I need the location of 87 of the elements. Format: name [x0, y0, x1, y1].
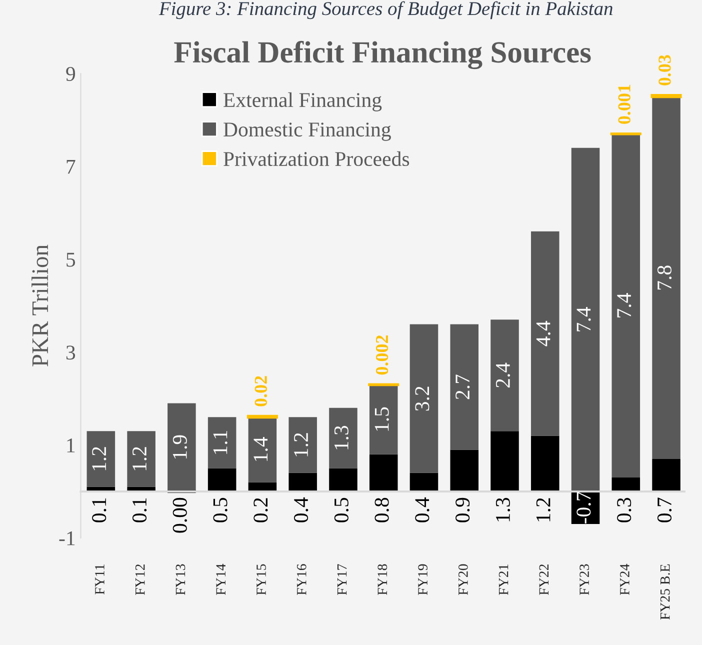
- bar: [369, 384, 398, 454]
- data-label: 0.9: [456, 498, 470, 522]
- bar: [248, 482, 277, 492]
- x-tick-label: FY17: [337, 564, 347, 595]
- bar: [490, 431, 519, 492]
- data-label: 0.5: [334, 498, 349, 522]
- data-label: 7.8: [657, 266, 672, 290]
- bar: [288, 472, 317, 492]
- bar: [248, 417, 277, 482]
- x-tick-label: FY19: [418, 564, 428, 595]
- data-label: 1.1: [213, 430, 228, 454]
- chart-subtitle: Figure 3: Financing Sources of Budget Deficit in Pakistan: [158, 1, 612, 20]
- data-label: 0.03: [658, 55, 671, 86]
- bar: [329, 408, 358, 468]
- bar: [369, 454, 398, 492]
- bar: [530, 231, 560, 436]
- bar: [490, 320, 519, 432]
- data-label: 0.1: [92, 498, 106, 522]
- x-tick-label: FY21: [498, 564, 508, 595]
- bar: [450, 450, 478, 492]
- legend-label: Domestic Financing: [224, 122, 391, 141]
- bar: [612, 478, 640, 492]
- data-label: 1.3: [334, 426, 349, 450]
- data-label: 1.5: [374, 407, 389, 431]
- bar: [329, 468, 358, 492]
- x-tick-label: FY22: [539, 564, 548, 595]
- bar: [450, 324, 478, 450]
- x-tick-label: FY14: [216, 564, 226, 595]
- data-label: 1.9: [172, 435, 187, 459]
- x-tick-label: FY24: [620, 564, 630, 595]
- y-tick-label: 3: [66, 346, 76, 360]
- data-label: 0.8: [374, 498, 389, 522]
- y-tick-label: 1: [67, 438, 75, 452]
- x-tick-label: FY15: [256, 564, 266, 595]
- data-label: 1.4: [254, 437, 268, 461]
- data-label: 7.4: [576, 306, 591, 332]
- y-tick-label: -1: [59, 531, 75, 546]
- bar: [571, 148, 600, 492]
- bar: [168, 403, 196, 492]
- data-label: 2.7: [456, 374, 470, 400]
- chart-title: Fiscal Deficit Financing Sources: [174, 40, 591, 70]
- y-tick-label: 7: [66, 160, 76, 174]
- data-label: 1.2: [294, 433, 308, 456]
- bar: [208, 417, 236, 468]
- bar: [530, 436, 560, 492]
- x-tick-label: FY13: [176, 564, 186, 595]
- data-label: 0.7: [657, 498, 672, 522]
- x-tick-label: FY12: [135, 564, 145, 595]
- data-label: 3.2: [415, 386, 430, 411]
- bar: [612, 134, 640, 478]
- data-label: 1.2: [132, 447, 147, 470]
- y-axis-title: PKR Trillion: [32, 244, 48, 366]
- bar: [410, 472, 438, 492]
- data-label: 0.2: [254, 498, 268, 522]
- x-tick-label: FY16: [296, 564, 306, 595]
- bar: [652, 96, 680, 459]
- data-label: 4.4: [536, 320, 550, 346]
- x-tick-label: FY11: [95, 564, 104, 594]
- bar: [288, 417, 317, 473]
- x-tick-label: FY23: [580, 564, 589, 595]
- data-label: 1.3: [496, 498, 510, 522]
- x-tick-label: FY20: [458, 564, 468, 595]
- legend-label: Privatization Proceeds: [224, 151, 410, 166]
- y-tick-label: 5: [66, 252, 76, 267]
- bar: [127, 431, 156, 487]
- y-tick-label: 9: [66, 66, 76, 81]
- data-label: 0.3: [617, 498, 632, 522]
- data-label: 0.002: [376, 335, 388, 375]
- data-label: 0.001: [618, 84, 630, 124]
- data-label: 0.4: [294, 497, 308, 522]
- x-tick-label: FY18: [378, 564, 388, 595]
- legend-label: External Financing: [224, 92, 382, 112]
- data-label: 0.5: [213, 498, 228, 522]
- data-label: 0.4: [415, 497, 430, 522]
- data-label: 7.4: [617, 293, 632, 318]
- data-label: -0.7: [576, 492, 591, 524]
- data-label: 1.2: [536, 498, 550, 522]
- data-label: 1.2: [92, 447, 106, 470]
- bar: [208, 468, 236, 492]
- data-label: 0.02: [254, 376, 268, 406]
- bar: [410, 324, 438, 473]
- x-tick-label: FY25 B.E: [660, 564, 670, 620]
- bar: [86, 431, 116, 487]
- data-label: 2.4: [496, 362, 510, 388]
- data-label: 0.00: [172, 498, 187, 533]
- bar: [652, 458, 680, 492]
- data-label: 0.1: [132, 498, 147, 522]
